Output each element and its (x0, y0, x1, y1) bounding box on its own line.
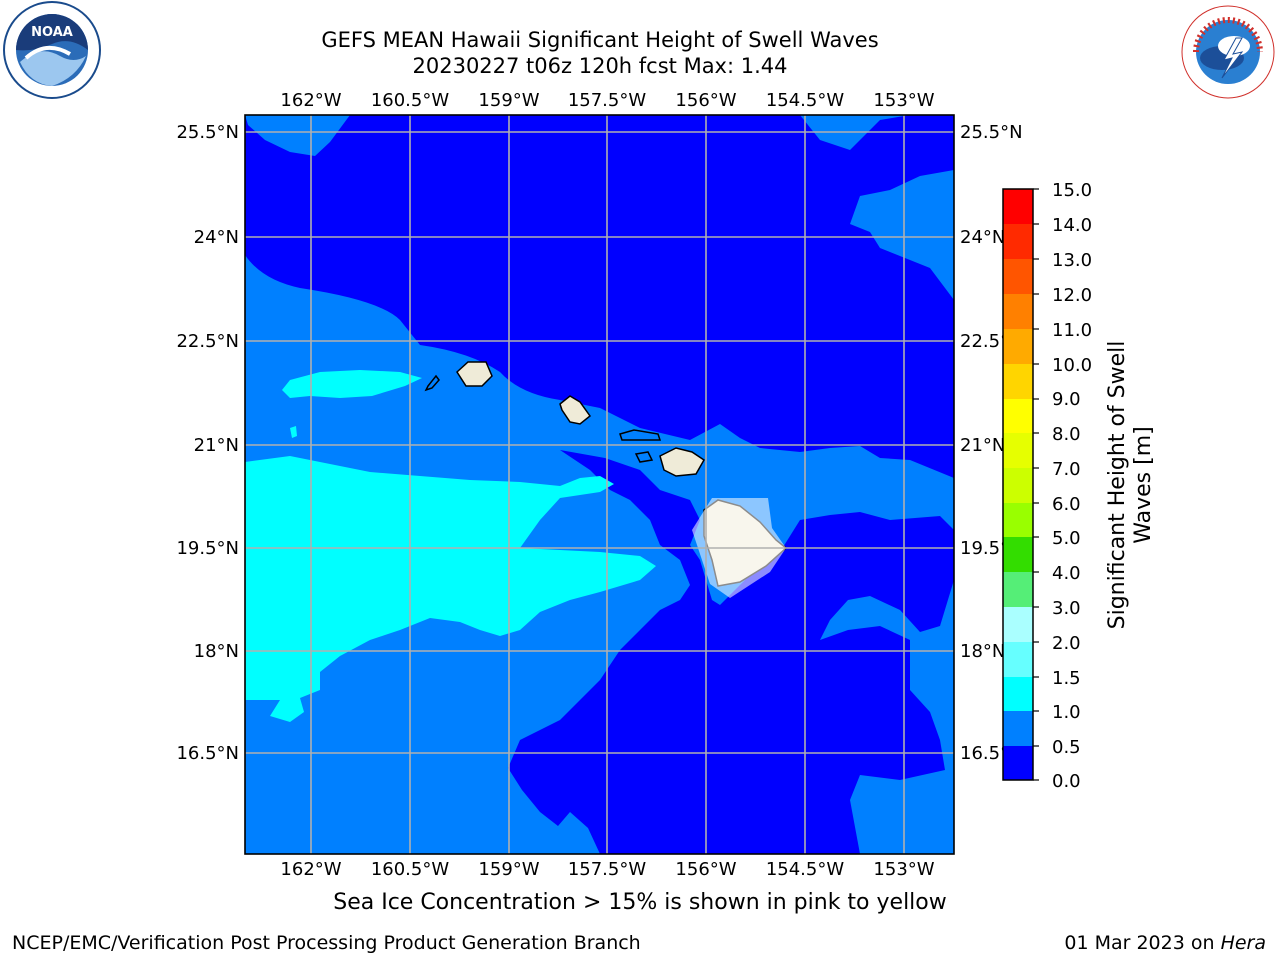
lon-label: 154.5°W (766, 859, 845, 880)
nws-logo (1181, 5, 1275, 99)
lon-label: 157.5°W (568, 90, 647, 111)
colorbar-label-line2: Waves [m] (1131, 426, 1156, 543)
lat-label: 24°N (194, 227, 239, 248)
swell-contours (245, 115, 954, 854)
colorbar-tick: 15.0 (1052, 180, 1092, 201)
colorbar-tick: 8.0 (1052, 424, 1081, 445)
contour-1.0-1.5-south (245, 456, 656, 722)
lat-label: 24°N (960, 227, 1005, 248)
map-title: GEFS MEAN Hawaii Significant Height of S… (321, 28, 879, 52)
lat-label: 19.5°N (176, 538, 239, 559)
colorbar-tick: 9.0 (1052, 389, 1081, 410)
lat-label: 18°N (194, 641, 239, 662)
run-date-text: 01 Mar 2023 on (1064, 932, 1221, 954)
lat-label: 18°N (960, 641, 1005, 662)
lon-label: 153°W (873, 859, 934, 880)
colorbar-tick: 0.5 (1052, 737, 1081, 758)
lon-label: 156°W (675, 90, 736, 111)
colorbar-ticks: 15.0 14.0 13.0 12.0 11.0 10.0 9.0 8.0 7.… (1052, 180, 1092, 792)
lon-labels-bottom: 162°W 160.5°W 159°W 157.5°W 156°W 154.5°… (280, 859, 934, 880)
island-kauai (456, 361, 493, 387)
contour-0-0.5-north (245, 115, 954, 478)
colorbar-tick: 0.0 (1052, 771, 1081, 792)
lon-label: 153°W (873, 90, 934, 111)
island-niihau (424, 374, 440, 392)
noaa-logo-text: NOAA (31, 25, 73, 40)
colorbar-tick: 7.0 (1052, 459, 1081, 480)
lon-label: 162°W (280, 90, 341, 111)
colorbar-tick: 4.0 (1052, 563, 1081, 584)
sea-ice-note: Sea Ice Concentration > 15% is shown in … (333, 890, 947, 915)
colorbar-tick: 13.0 (1052, 250, 1092, 271)
island-lanai (634, 451, 654, 463)
island-molokai (619, 429, 662, 441)
colorbar-tick: 1.0 (1052, 702, 1081, 723)
island-maui (659, 447, 705, 477)
map-subtitle: 20230227 t06z 120h fcst Max: 1.44 (412, 54, 788, 78)
lat-label: 16.5°N (176, 743, 239, 764)
colorbar: 15.0 14.0 13.0 12.0 11.0 10.0 9.0 8.0 7.… (1002, 180, 1156, 792)
lon-label: 162°W (280, 859, 341, 880)
colorbar-tick: 14.0 (1052, 215, 1092, 236)
lon-label: 159°W (478, 90, 539, 111)
lon-label: 160.5°W (371, 90, 450, 111)
lat-label: 22.5°N (176, 331, 239, 352)
colorbar-tick: 11.0 (1052, 320, 1092, 341)
lat-label: 21°N (194, 435, 239, 456)
lon-label: 157.5°W (568, 859, 647, 880)
contour-1.0-1.5-north (282, 370, 422, 398)
lon-label: 154.5°W (766, 90, 845, 111)
lon-label: 156°W (675, 859, 736, 880)
lat-label: 25.5°N (960, 122, 1023, 143)
colorbar-tick: 6.0 (1052, 494, 1081, 515)
colorbar-tick: 12.0 (1052, 285, 1092, 306)
map-frame (244, 114, 955, 855)
lon-label: 159°W (478, 859, 539, 880)
machine-name: Hera (1220, 932, 1266, 954)
credit-branch: NCEP/EMC/Verification Post Processing Pr… (12, 932, 641, 954)
colorbar-tick: 5.0 (1052, 528, 1081, 549)
colorbar-tick: 3.0 (1052, 598, 1081, 619)
lat-labels-left: 25.5°N 24°N 22.5°N 21°N 19.5°N 18°N 16.5… (176, 122, 239, 764)
colorbar-label-line1: Significant Height of Swell (1105, 341, 1130, 630)
lat-label: 21°N (960, 435, 1005, 456)
map-grid (245, 115, 954, 854)
colorbar-tick: 1.5 (1052, 668, 1081, 689)
noaa-logo: NOAA (3, 1, 101, 99)
lon-labels-top: 162°W 160.5°W 159°W 157.5°W 156°W 154.5°… (280, 90, 934, 111)
lon-label: 160.5°W (371, 859, 450, 880)
run-date: 01 Mar 2023 on Hera (1064, 932, 1266, 954)
colorbar-tick: 10.0 (1052, 355, 1092, 376)
colorbar-tick: 2.0 (1052, 633, 1081, 654)
lat-label: 25.5°N (176, 122, 239, 143)
island-oahu (559, 395, 592, 425)
